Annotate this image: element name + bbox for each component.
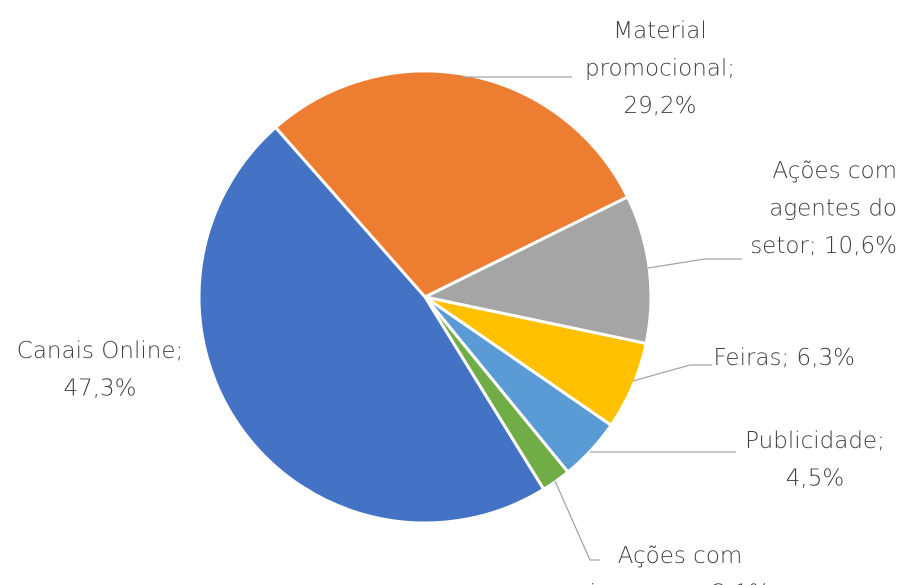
leader-line: [554, 480, 600, 561]
data-label: Ações comimprensa; 2,1%: [590, 543, 771, 585]
data-label: Ações com agentes do setor; 10,6%: [750, 158, 897, 259]
data-label: Canais Online; 47,3%: [17, 338, 183, 402]
pie-slice: [423, 195, 653, 346]
pie-slice: [197, 125, 546, 525]
data-label: Material promocional; 29,2%: [585, 18, 735, 119]
pie-slice: [274, 69, 630, 299]
leader-line: [632, 364, 712, 382]
data-label: Feiras; 6,3%: [713, 345, 855, 371]
leader-line: [647, 258, 742, 269]
pie: [197, 69, 653, 525]
labels: Material promocional; 29,2%Ações com agente…: [17, 18, 897, 585]
data-label: Publicidade; 4,5%: [745, 428, 885, 492]
